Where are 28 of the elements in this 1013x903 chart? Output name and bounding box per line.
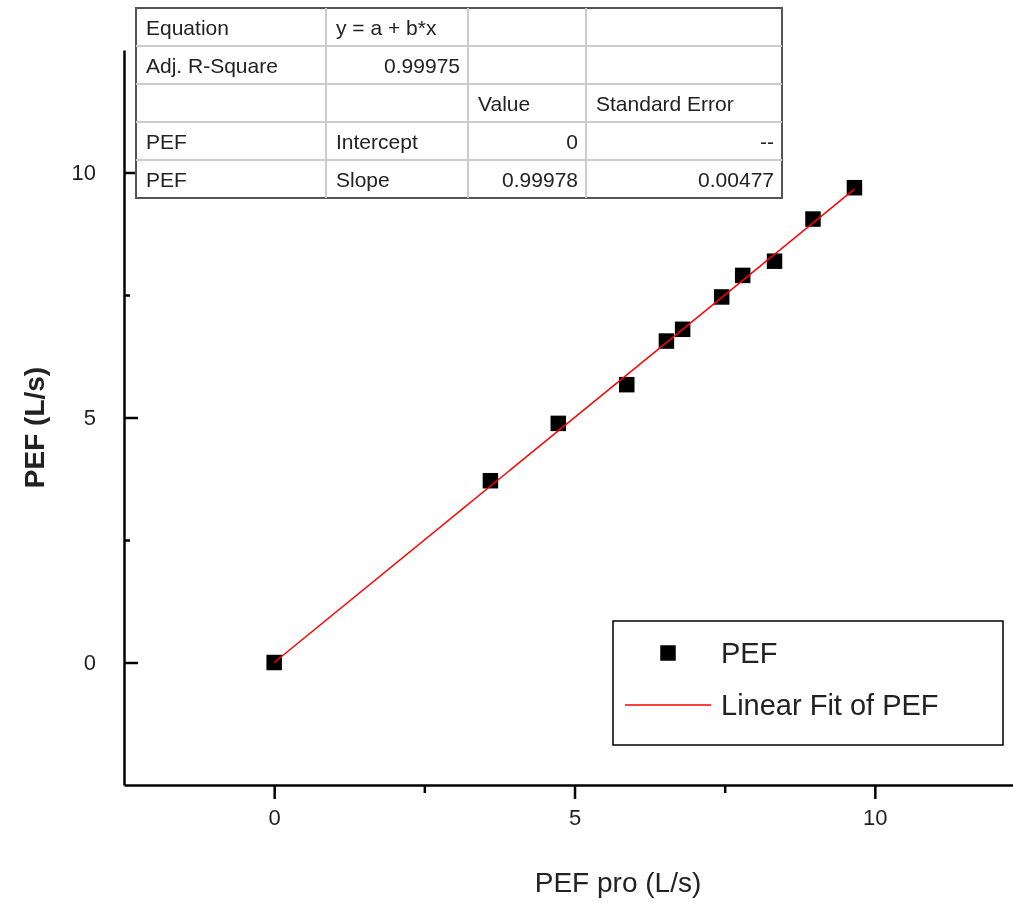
y-axis-title: PEF (L/s) [19,366,50,489]
annotation: 0.99978 [502,168,578,191]
legend-label: PEF [721,637,778,669]
x-axis-title: PEF pro (L/s) [534,867,702,898]
x-tick-label: 0 [268,804,281,830]
annotation: -- [760,130,774,153]
annotation: 0 [566,130,578,153]
point [766,253,783,269]
annotation: Adj. R-Square [146,54,278,77]
y-tick-label: 0 [83,650,96,676]
annotation: 0.00477 [698,168,774,191]
x-tick-label: 10 [863,804,888,830]
point [266,654,282,671]
y-tick-label: 10 [71,160,96,186]
annotation: Value [478,92,531,115]
annotation: PEF [146,130,187,153]
annotation: PEF [146,168,187,191]
text: Equation [146,16,229,39]
y-tick-label: 5 [83,405,96,431]
point [805,211,821,227]
annotation: Standard Error [596,92,734,115]
x-tick-label: 5 [568,804,582,830]
annotation: Slope [336,168,390,191]
annotation: Intercept [336,130,418,153]
text: y = a + b*x [336,16,437,39]
point [619,376,635,393]
legend-label: Linear Fit of PEF [721,689,939,721]
annotation: 0.99975 [384,54,460,77]
